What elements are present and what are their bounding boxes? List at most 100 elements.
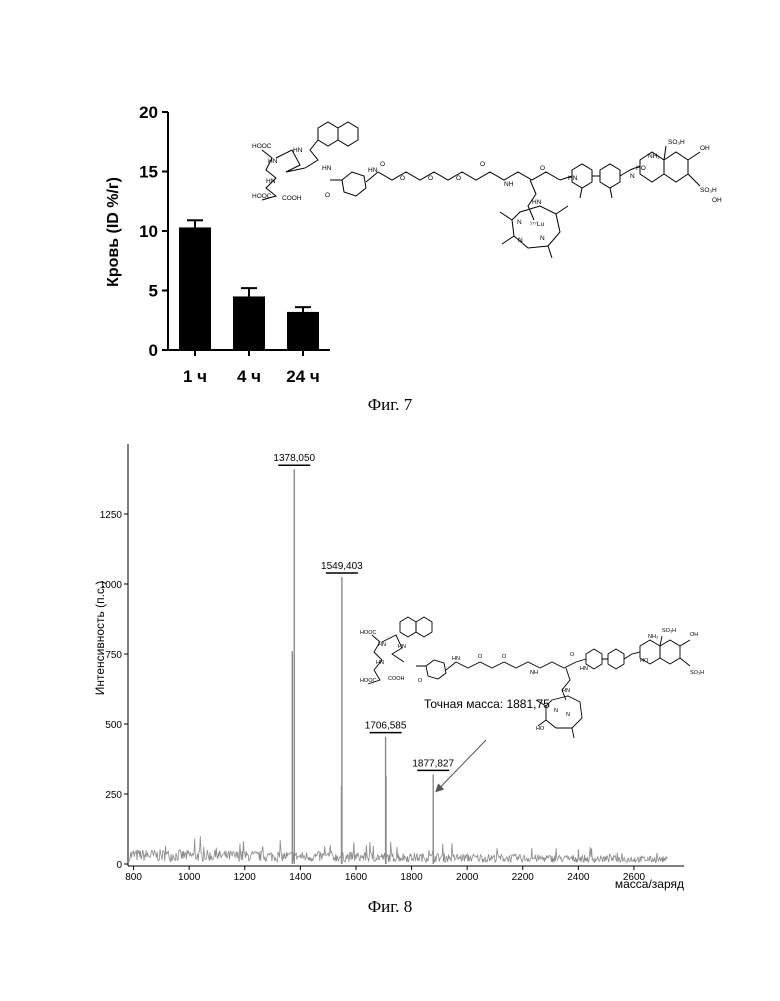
fig8-x-tick-label: 1800 [400,872,423,883]
fig8-peaks [292,469,433,864]
fig8-peak-label: 1549,403 [321,561,363,572]
svg-text:HN: HN [266,178,276,185]
fig8-x-ticks: 800100012001400160018002000220024002600 [125,866,645,883]
svg-text:SO₃H: SO₃H [662,628,676,634]
svg-text:NH₂: NH₂ [648,153,660,160]
svg-text:HN: HN [378,642,386,648]
fig7-x-tick-label: 24 ч [286,367,320,386]
fig8-exact-mass-annotation: Точная масса: 1881,75 [424,697,550,711]
svg-text:HN: HN [568,175,578,182]
chemical-structure-atom-labels: HOOC HN HN HOOC COOH HN O HN O O NH O HN… [360,628,704,732]
fig7-y-tick-label: 5 [149,282,158,301]
fig7-bar [179,227,211,350]
svg-text:COOH: COOH [282,195,302,202]
svg-text:NH: NH [530,670,538,676]
fig7-bar-chart: 0 5 10 15 20 1 ч 4 ч 24 ч Кровь (ID %/г) [0,0,780,420]
fig8-caption: Фиг. 8 [330,897,450,917]
svg-text:N: N [518,237,523,244]
fig7-y-ticks: 0 5 10 15 20 [139,103,168,360]
svg-text:N: N [566,712,570,718]
fig7-bars [179,220,319,350]
svg-text:HN: HN [322,165,332,172]
svg-text:NH₂: NH₂ [648,634,658,640]
svg-text:COOH: COOH [388,676,405,682]
fig7-caption: Фиг. 7 [330,395,450,415]
fig8-mass-spectrum: 1378,050 1549,403 1706,585 1877,827 0 250 500… [0,430,780,900]
fig7-x-tick-label: 4 ч [237,367,261,386]
svg-text:O: O [540,165,545,172]
fig7-y-axis-label: Кровь (ID %/г) [105,177,122,287]
fig7-error-bar [241,288,257,296]
chemical-structure-conjugate [368,617,690,738]
svg-text:HO: HO [636,165,646,172]
fig7-x-ticks: 1 ч 4 ч 24 ч [183,350,320,386]
svg-text:O: O [325,192,330,199]
svg-text:¹⁷⁷Lu: ¹⁷⁷Lu [530,221,544,228]
svg-text:N: N [630,173,635,180]
fig8-peak-labels: 1378,050 1549,403 1706,585 1877,827 [273,453,454,770]
fig7-y-tick-label: 10 [139,222,158,241]
fig8-x-tick-label: 1000 [178,872,201,883]
fig8-x-axis-label: масса/заряд [615,877,684,891]
svg-text:HN: HN [562,688,570,694]
svg-text:OH: OH [690,632,698,638]
svg-text:HOOC: HOOC [360,630,377,636]
svg-text:O: O [428,175,433,182]
fig7-x-tick-label: 1 ч [183,367,207,386]
fig8-peak-label: 1378,050 [273,453,315,464]
fig8-noise-baseline [129,836,667,862]
fig8-x-tick-label: 1200 [234,872,257,883]
svg-text:N: N [554,708,558,714]
fig8-x-tick-label: 1600 [345,872,368,883]
fig8-peak-label: 1706,585 [365,721,407,732]
chemical-structure-conjugate [262,122,700,258]
svg-text:N: N [540,235,545,242]
fig8-y-tick-label: 750 [105,650,122,661]
svg-text:O: O [400,175,405,182]
fig8-x-tick-label: 2400 [567,872,590,883]
fig7-y-tick-label: 20 [139,103,158,122]
fig8-x-tick-label: 2000 [456,872,479,883]
fig7-bar [233,296,265,350]
svg-text:SO₃H: SO₃H [668,139,685,146]
svg-text:SO₃H: SO₃H [700,187,717,194]
fig8-y-tick-label: 250 [105,790,122,801]
fig7-error-bar [295,307,311,312]
svg-text:HO: HO [536,726,545,732]
fig8-x-tick-label: 1400 [289,872,312,883]
svg-text:HN: HN [580,666,588,672]
svg-text:HN: HN [293,147,303,154]
fig7-y-tick-label: 15 [139,163,158,182]
svg-text:HO: HO [640,658,649,664]
svg-text:HN: HN [532,199,542,206]
fig8-x-tick-label: 2200 [512,872,535,883]
svg-text:NH: NH [504,181,514,188]
fig8-peak-label: 1877,827 [412,758,454,769]
svg-text:O: O [456,175,461,182]
svg-text:O: O [418,678,423,684]
svg-text:HOOC: HOOC [252,143,272,150]
svg-text:SO₃H: SO₃H [690,670,704,676]
svg-text:HN: HN [376,660,384,666]
svg-text:O: O [478,654,483,660]
svg-text:HOOC: HOOC [252,193,272,200]
svg-text:O: O [380,161,385,168]
fig8-y-tick-label: 500 [105,720,122,731]
fig7-bar [287,312,319,350]
fig7-y-tick-label: 0 [149,341,158,360]
svg-text:HN: HN [268,158,278,165]
svg-text:HOOC: HOOC [360,678,377,684]
fig8-x-tick-label: 800 [125,872,142,883]
fig8-y-tick-label: 1250 [100,510,123,521]
svg-text:OH: OH [712,197,722,204]
fig7-error-bar [187,220,203,227]
fig8-y-axis-label: Интенсивность (п.с.) [93,581,107,696]
fig8-plot-frame [128,444,684,866]
svg-text:N: N [517,219,522,226]
svg-text:O: O [480,161,485,168]
chemical-structure-atom-labels: HOOC HN HN HOOC COOH HN HN O HN O O O O … [252,139,722,244]
svg-text:HN: HN [452,656,460,662]
fig8-y-tick-label: 0 [116,860,122,871]
svg-text:HN: HN [398,644,406,650]
